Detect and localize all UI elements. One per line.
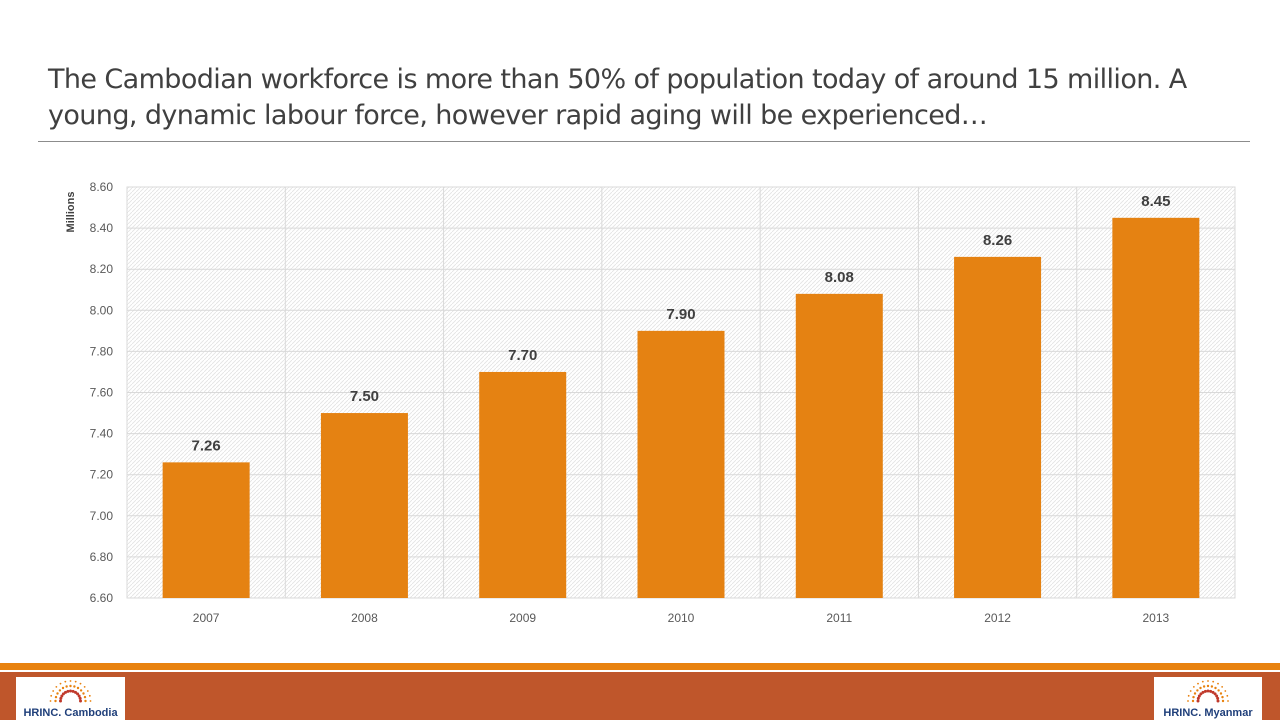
logo-left-text: HRINC. Cambodia [23, 707, 118, 719]
bar-2011 [795, 293, 883, 598]
footer-band [0, 672, 1280, 720]
data-label: 7.50 [350, 388, 379, 405]
x-tick-label: 2010 [668, 611, 695, 625]
workforce-bar-chart: 6.60 6.80 7.00 7.20 7.40 7.60 7.80 8.00 8.20 8.40… [65, 180, 1236, 625]
bar-2009 [479, 371, 567, 598]
x-tick-label: 2013 [1143, 611, 1170, 625]
y-tick-label: 7.80 [90, 344, 114, 358]
data-label: 7.70 [508, 347, 537, 364]
bars [162, 217, 1200, 598]
hrinc-myanmar-logo: HRINC. Myanmar [1154, 677, 1262, 720]
y-tick-label: 7.40 [90, 427, 114, 441]
y-tick-label: 8.20 [90, 262, 114, 276]
y-tick-label: 7.60 [90, 386, 114, 400]
data-label: 8.45 [1141, 193, 1170, 210]
bar-2008 [320, 413, 408, 598]
data-label: 7.90 [666, 306, 695, 323]
sunburst-logo-icon [1187, 680, 1229, 703]
x-tick-label: 2008 [351, 611, 378, 625]
bar-2007 [162, 462, 250, 598]
y-tick-label: 8.60 [90, 180, 114, 194]
y-tick-label: 6.80 [90, 550, 114, 564]
data-label: 8.08 [825, 269, 854, 286]
bar-2012 [954, 256, 1042, 598]
slide-title: The Cambodian workforce is more than 50%… [48, 64, 1187, 131]
bar-2010 [637, 330, 725, 598]
title-divider [38, 141, 1250, 142]
logo-right-text: HRINC. Myanmar [1163, 707, 1253, 719]
y-tick-label: 7.00 [90, 509, 114, 523]
y-axis-label: Millions [65, 192, 77, 233]
y-tick-label: 8.40 [90, 221, 114, 235]
data-labels: 7.26 7.50 7.70 7.90 8.08 8.26 8.45 [192, 193, 1171, 455]
data-label: 7.26 [192, 437, 221, 454]
y-tick-label: 8.00 [90, 303, 114, 317]
x-tick-label: 2007 [193, 611, 220, 625]
y-tick-label: 7.20 [90, 468, 114, 482]
y-tick-label: 6.60 [90, 591, 114, 605]
sunburst-logo-icon [49, 680, 92, 703]
hrinc-cambodia-logo: HRINC. Cambodia [16, 677, 125, 720]
x-tick-label: 2011 [826, 611, 852, 625]
bar-2013 [1112, 217, 1200, 598]
x-tick-label: 2009 [509, 611, 536, 625]
x-axis-ticks: 2007 2008 2009 2010 2011 2012 2013 [193, 611, 1170, 625]
y-axis-ticks: 6.60 6.80 7.00 7.20 7.40 7.60 7.80 8.00 8.20 8.40… [90, 180, 114, 605]
footer-accent-line [0, 663, 1280, 670]
x-tick-label: 2012 [984, 611, 1011, 625]
data-label: 8.26 [983, 232, 1012, 249]
